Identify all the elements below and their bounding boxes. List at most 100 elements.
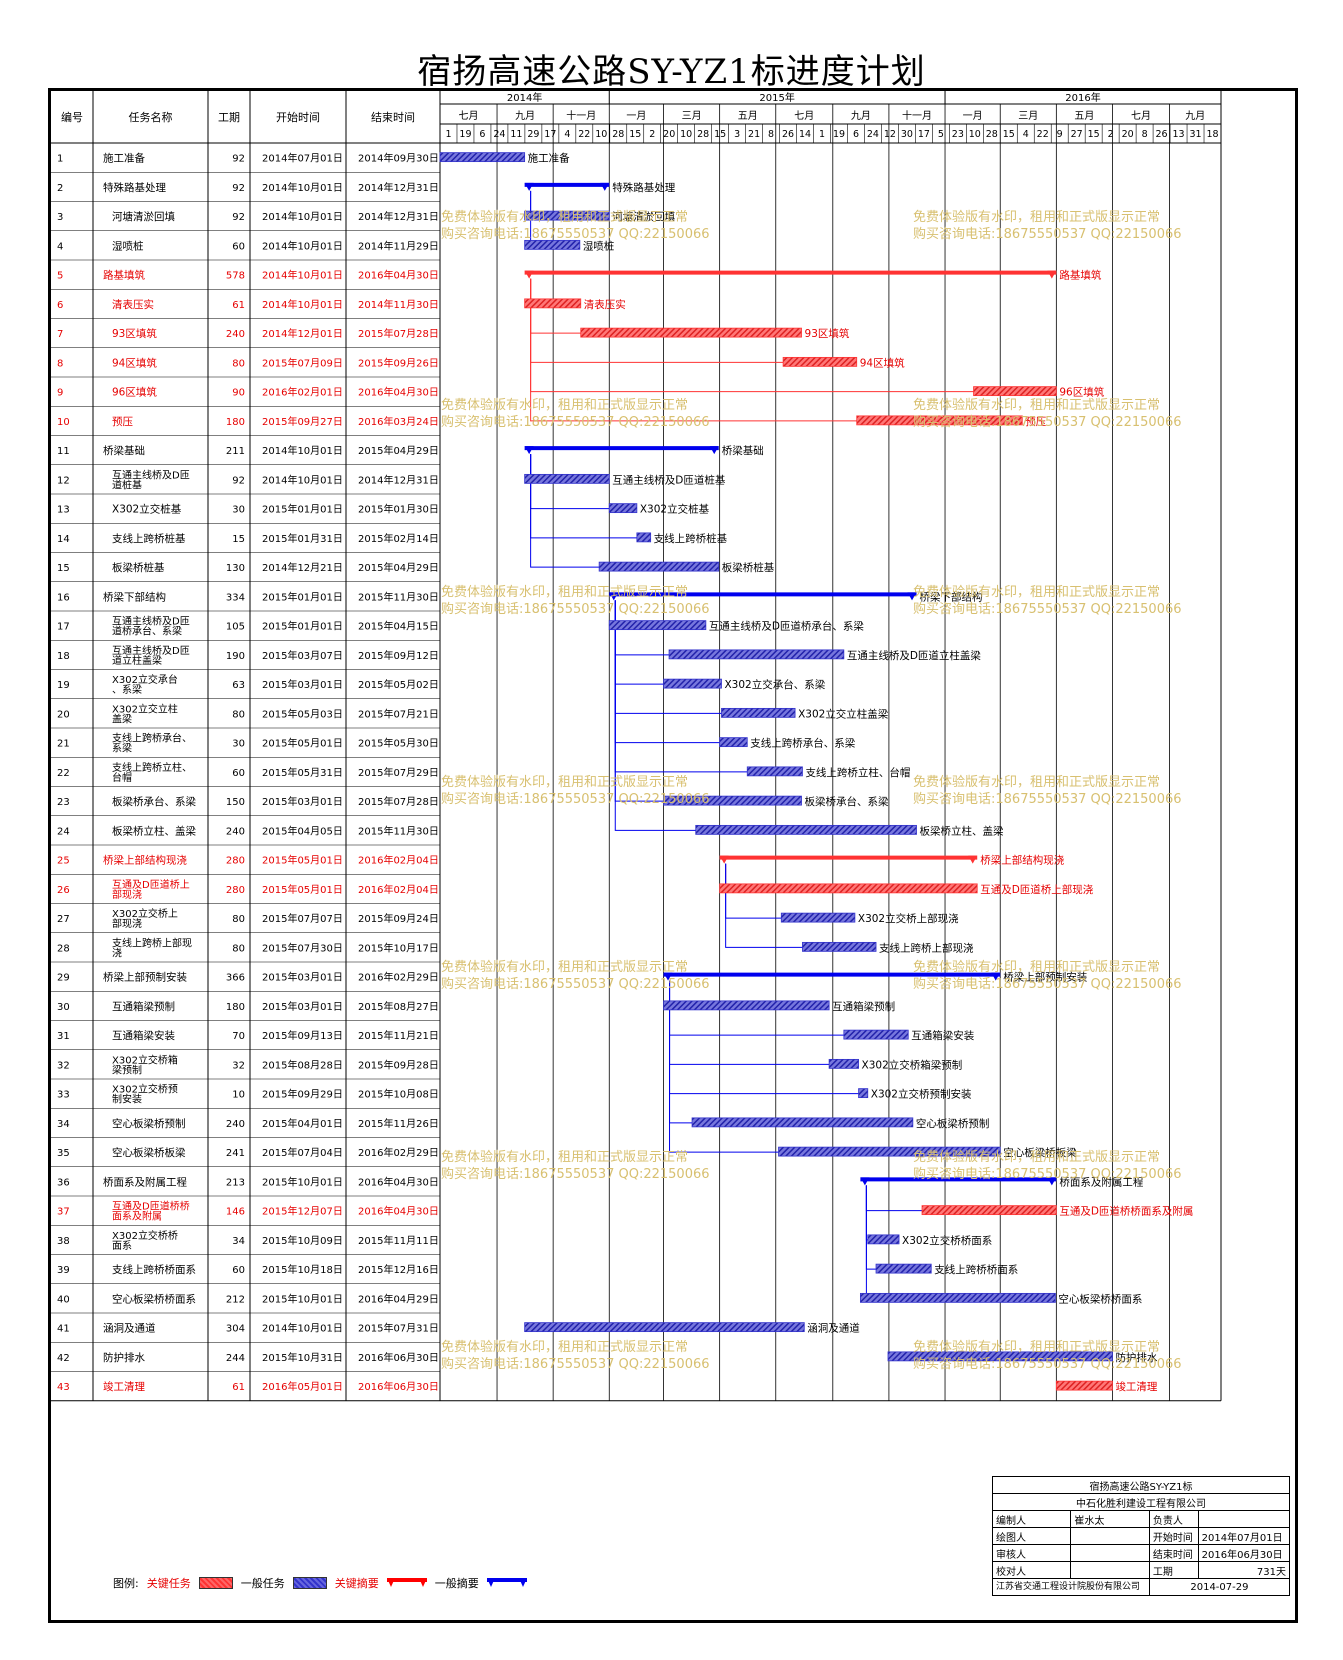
summary-end-marker [991,972,1001,981]
task-bar [843,1029,909,1040]
dependency-link [614,600,697,831]
task-name: 竣工清理 [103,1380,145,1393]
bar-label: 板梁桥承台、系梁 [805,795,889,808]
task-duration: 80 [232,914,245,925]
task-duration: 92 [232,212,245,223]
bar-label: 空心板梁桥预制 [916,1117,990,1130]
task-id: 5 [57,271,63,282]
info-company: 中石化胜利建设工程有限公司 [992,1493,1290,1511]
bar-label: 互通主线桥及D匝道桩基 [612,473,726,486]
task-id: 10 [57,417,70,428]
task-name: 道立柱盖梁 [112,654,162,667]
legend-summary-swatch [486,1578,527,1587]
task-bar [828,1058,859,1069]
task-start: 2014年10月01日 [262,1322,343,1335]
task-duration: 240 [226,1119,245,1130]
task-end: 2016年04月30日 [358,1175,439,1188]
legend-critical-summary-label: 关键摘要 [334,1577,379,1590]
task-duration: 304 [226,1324,245,1335]
task-start: 2015年12月07日 [262,1205,343,1218]
task-end: 2014年12月31日 [358,181,439,194]
task-name: X302立交桥箱 [112,1053,178,1066]
critical-task-bar [1055,1380,1113,1391]
task-end: 2015年04月15日 [358,620,439,633]
task-name: 空心板梁桥板梁 [112,1146,186,1159]
day-tick-label: 10 [969,129,981,140]
critical-task-bar [719,883,978,894]
summary-start-marker [609,592,619,601]
summary-start-marker [860,1177,870,1186]
task-end: 2015年08月27日 [358,1000,439,1013]
info-dur: 731天 [1197,1561,1291,1579]
task-id: 39 [57,1265,70,1276]
bar-label: 支线上跨桥桥面系 [934,1263,1018,1276]
task-name: 互通主线桥及D匝 [112,644,190,657]
task-duration: 80 [232,943,245,954]
task-duration: 70 [232,1031,245,1042]
task-start: 2016年02月01日 [262,386,343,399]
task-duration: 212 [226,1294,245,1305]
task-end: 2015年02月14日 [358,532,439,545]
task-bar [858,1088,869,1099]
task-end: 2015年04月29日 [358,561,439,574]
bar-label: 桥面系及附属工程 [1059,1175,1143,1188]
task-duration: 60 [232,1265,245,1276]
task-name: 桥梁上部预制安装 [103,971,187,984]
task-id: 15 [57,563,70,574]
day-tick-label: 10 [595,129,607,140]
watermark: 免费体验版有水印，租用和正式版显示正常 [913,397,1160,413]
bar-label: 防护排水 [1115,1351,1157,1364]
task-end: 2015年09月28日 [358,1058,439,1071]
task-start: 2015年10月18日 [262,1263,343,1276]
day-tick-label: 22 [1037,129,1049,140]
bar-label: X302立交承台、系梁 [724,678,825,691]
info-start: 2014年07月01日 [1197,1527,1291,1545]
year-label: 2015年 [759,91,794,104]
task-start: 2015年09月27日 [262,415,343,428]
critical-task-bar [580,327,802,338]
task-duration: 578 [226,271,245,282]
period-label: 三月 [682,110,702,122]
task-id: 8 [57,358,63,369]
task-id: 18 [57,651,70,662]
task-duration: 80 [232,709,245,720]
task-duration: 190 [226,651,245,662]
task-name: 清表压实 [112,298,154,311]
bar-label: 93区填筑 [805,327,850,340]
critical-task-bar [856,415,1023,426]
task-id: 1 [57,154,63,165]
watermark: 免费体验版有水印，租用和正式版显示正常 [441,209,688,225]
task-duration: 213 [226,1177,245,1188]
dependency-link [530,278,785,363]
task-start: 2014年12月01日 [262,327,343,340]
task-start: 2016年05月01日 [262,1380,343,1393]
task-end: 2015年11月30日 [358,590,439,603]
watermark: 免费体验版有水印，租用和正式版显示正常 [913,209,1160,225]
period-label: 十一月 [566,109,596,122]
day-tick-label: 15 [714,129,726,140]
bar-label: 涵洞及通道 [807,1322,860,1335]
task-duration: 92 [232,475,245,486]
task-duration: 146 [226,1207,245,1218]
task-duration: 90 [232,388,245,399]
task-start: 2014年10月01日 [262,239,343,252]
task-id: 28 [57,943,70,954]
task-end: 2014年12月31日 [358,473,439,486]
task-name: 防护排水 [103,1351,145,1364]
task-end: 2016年04月30日 [358,269,439,282]
period-label: 七月 [459,110,479,122]
task-bar [721,707,796,718]
task-start: 2014年10月01日 [262,444,343,457]
task-end: 2015年12月16日 [358,1263,439,1276]
task-name: 涵洞及通道 [103,1322,156,1335]
task-duration: 61 [232,300,245,311]
task-name: 互通及D匝道桥桥 [112,1200,190,1213]
task-id: 33 [57,1090,70,1101]
task-end: 2015年10月17日 [358,941,439,954]
day-tick-label: 1 [445,129,451,140]
period-label: 九月 [851,110,871,122]
task-name: 互通主线桥及D匝 [112,615,190,628]
day-tick-label: 24 [493,129,505,140]
task-start: 2015年07月07日 [262,912,343,925]
task-end: 2015年05月02日 [358,678,439,691]
